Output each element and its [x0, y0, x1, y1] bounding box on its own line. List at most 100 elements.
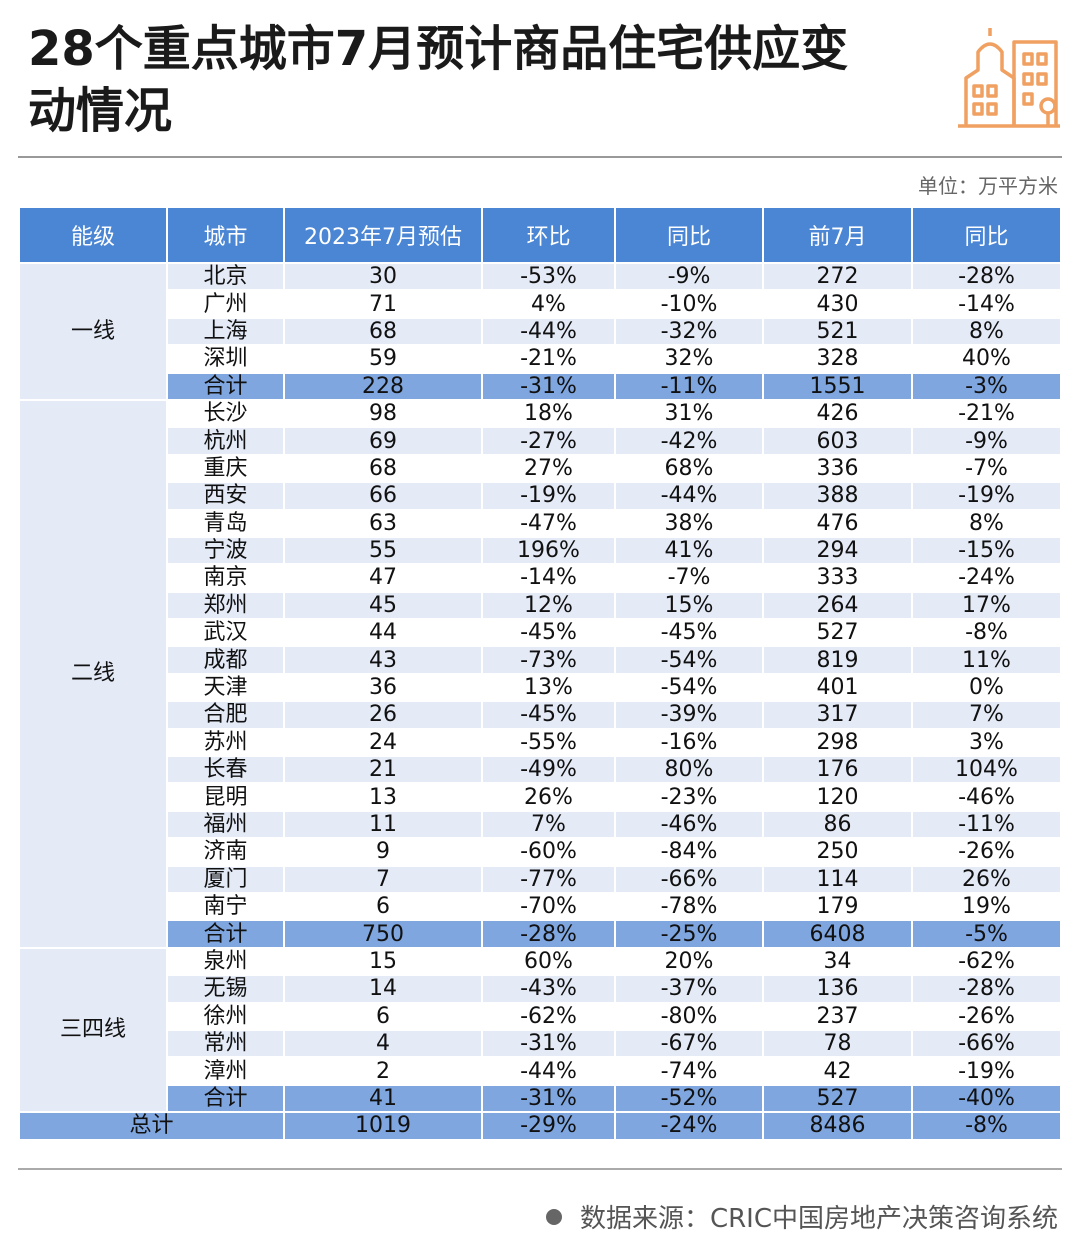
ytd-cell: 272 [762, 261, 913, 292]
ytd-cell: 179 [762, 891, 913, 922]
yoy-cell: -39% [614, 700, 764, 730]
column-header: 2023年7月预估 [283, 206, 483, 264]
table-row: 济南 9 -60% -84% 250 -26% [19, 837, 1062, 867]
yoy-cell: -42% [614, 426, 764, 456]
estimate-cell: 47 [283, 563, 483, 593]
yoy-cell: 31% [614, 398, 764, 429]
ytd-yoy-cell: 11% [911, 645, 1062, 675]
tier-cell: 二线 [18, 398, 168, 949]
ytd-cell: 250 [762, 837, 913, 867]
ytd-cell: 527 [762, 1083, 913, 1114]
ytd-yoy-cell: -26% [911, 837, 1062, 867]
table-row: 成都 43 -73% -54% 819 11% [19, 645, 1062, 675]
ytd-cell: 6408 [762, 919, 913, 949]
mom-cell: 60% [481, 946, 616, 977]
yoy-cell: 68% [614, 453, 764, 484]
yoy-cell: -44% [614, 481, 764, 511]
city-cell: 天津 [166, 672, 285, 703]
table-row: 厦门 7 -77% -66% 114 26% [19, 864, 1062, 894]
table-header-row: 能级 城市 2023年7月预估 环比 同比 前7月 同比 [18, 206, 1062, 264]
city-cell: 重庆 [166, 453, 285, 484]
estimate-cell: 9 [283, 837, 483, 867]
city-cell: 深圳 [166, 344, 285, 374]
source-note: 数据来源：CRIC中国房地产决策咨询系统 [545, 1198, 1058, 1235]
mom-cell: -49% [481, 755, 616, 785]
estimate-cell: 228 [283, 371, 483, 401]
city-cell: 北京 [166, 261, 285, 292]
yoy-cell: -66% [614, 864, 764, 894]
ytd-yoy-cell: 3% [911, 727, 1062, 758]
ytd-cell: 388 [762, 481, 913, 511]
ytd-yoy-cell: -9% [911, 426, 1062, 456]
yoy-cell: 32% [614, 344, 764, 374]
ytd-yoy-cell: -24% [911, 563, 1062, 593]
yoy-cell: -32% [614, 316, 764, 347]
ytd-cell: 34 [762, 946, 913, 977]
column-header: 城市 [166, 206, 285, 264]
mom-cell: -31% [481, 1083, 616, 1114]
city-cell: 泉州 [166, 946, 285, 977]
estimate-cell: 43 [283, 645, 483, 675]
ytd-cell: 237 [762, 1001, 913, 1031]
estimate-cell: 24 [283, 727, 483, 758]
ytd-cell: 521 [762, 316, 913, 347]
table-row: 郑州 45 12% 15% 264 17% [19, 590, 1062, 621]
estimate-cell: 13 [283, 782, 483, 812]
subtotal-row: 合计 228 -31% -11% 1551 -3% [19, 371, 1062, 401]
yoy-cell: -24% [614, 1111, 764, 1141]
ytd-cell: 264 [762, 590, 913, 621]
title-divider [18, 156, 1062, 158]
ytd-yoy-cell: 8% [911, 316, 1062, 347]
mom-cell: -21% [481, 344, 616, 374]
city-cell: 徐州 [166, 1001, 285, 1031]
estimate-cell: 6 [283, 891, 483, 922]
table-row: 深圳 59 -21% 32% 328 40% [19, 344, 1062, 374]
ytd-yoy-cell: -5% [911, 919, 1062, 949]
city-cell: 宁波 [166, 535, 285, 566]
table-body: 一线 北京 30 -53% -9% 272 -28% 广州 71 4% -10% 430 -14% 上海 6… [18, 261, 1062, 1141]
estimate-cell: 55 [283, 535, 483, 566]
table-row: 合肥 26 -45% -39% 317 7% [19, 700, 1062, 730]
yoy-cell: -74% [614, 1056, 764, 1086]
ytd-cell: 819 [762, 645, 913, 675]
ytd-cell: 298 [762, 727, 913, 758]
ytd-yoy-cell: -14% [911, 289, 1062, 319]
mom-cell: -55% [481, 727, 616, 758]
estimate-cell: 26 [283, 700, 483, 730]
footer-divider [18, 1168, 1062, 1170]
ytd-cell: 328 [762, 344, 913, 374]
ytd-cell: 136 [762, 974, 913, 1004]
ytd-yoy-cell: 26% [911, 864, 1062, 894]
table-row: 上海 68 -44% -32% 521 8% [19, 316, 1062, 347]
grand-total-label: 总计 [18, 1111, 285, 1141]
ytd-yoy-cell: -8% [911, 1111, 1062, 1141]
mom-cell: -45% [481, 618, 616, 648]
ytd-yoy-cell: -15% [911, 535, 1062, 566]
bullet-dot-icon [545, 1208, 562, 1225]
ytd-cell: 426 [762, 398, 913, 429]
table-row: 福州 11 7% -46% 86 -11% [19, 809, 1062, 840]
yoy-cell: -80% [614, 1001, 764, 1031]
mom-cell: 27% [481, 453, 616, 484]
yoy-cell: -11% [614, 371, 764, 401]
yoy-cell: 15% [614, 590, 764, 621]
city-cell: 合肥 [166, 700, 285, 730]
ytd-yoy-cell: -28% [911, 974, 1062, 1004]
ytd-cell: 333 [762, 563, 913, 593]
estimate-cell: 4 [283, 1028, 483, 1059]
table-row: 南京 47 -14% -7% 333 -24% [19, 563, 1062, 593]
mom-cell: -60% [481, 837, 616, 867]
city-cell: 昆明 [166, 782, 285, 812]
ytd-yoy-cell: 104% [911, 755, 1062, 785]
estimate-cell: 1019 [283, 1111, 483, 1141]
mom-cell: 18% [481, 398, 616, 429]
estimate-cell: 44 [283, 618, 483, 648]
mom-cell: 26% [481, 782, 616, 812]
ytd-yoy-cell: -7% [911, 453, 1062, 484]
ytd-yoy-cell: -8% [911, 618, 1062, 648]
ytd-yoy-cell: 0% [911, 672, 1062, 703]
ytd-cell: 120 [762, 782, 913, 812]
tier-cell: 三四线 [18, 946, 168, 1114]
city-cell: 长沙 [166, 398, 285, 429]
estimate-cell: 6 [283, 1001, 483, 1031]
